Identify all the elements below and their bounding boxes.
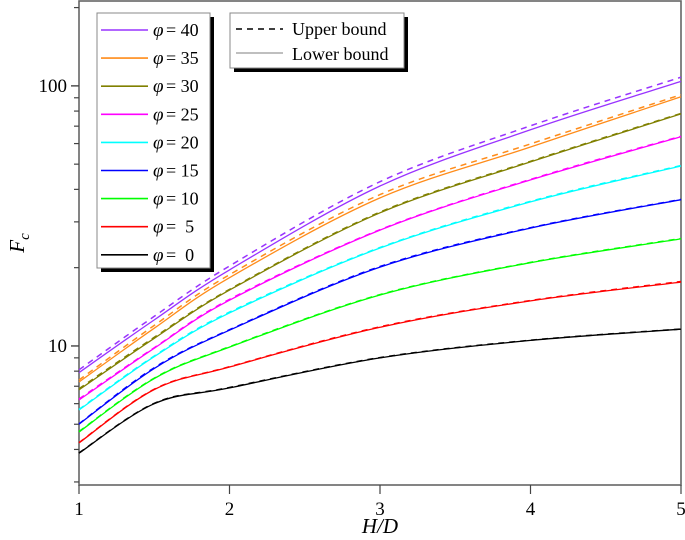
upper-bound-curve	[78, 76, 682, 371]
series-phi-25	[78, 135, 682, 401]
legend-phi-box	[96, 12, 211, 269]
upper-bound-label: Upper bound	[292, 19, 386, 39]
legend-phi-symbol: φ	[153, 161, 164, 182]
lower-bound-curve	[78, 80, 682, 374]
legend-phi-entry: φ = 25	[101, 104, 199, 125]
lower-bound-curve	[78, 96, 682, 383]
upper-bound-curve	[78, 328, 682, 454]
upper-bound-curve	[78, 237, 682, 433]
x-tick-label: 5	[676, 499, 685, 520]
upper-bound-curve	[78, 164, 682, 411]
legend-bounds-box	[229, 12, 405, 69]
legend-phi-entry: φ = 15	[101, 161, 199, 182]
legend-phi-value: = 40	[166, 20, 199, 40]
legend-phi-value: = 25	[166, 104, 199, 124]
legend-phi-symbol: φ	[153, 217, 164, 238]
y-axis-title-main: F	[5, 240, 29, 254]
legend-bounds: Upper bound Lower bound	[229, 12, 408, 72]
x-tick-label: 1	[74, 499, 84, 520]
series-phi-0	[78, 328, 682, 454]
legend-phi-value: = 10	[166, 189, 199, 209]
legend-phi-entry: φ = 35	[101, 48, 199, 69]
series-phi-10	[78, 237, 682, 433]
legend-phi-symbol: φ	[153, 189, 164, 210]
series-phi-20	[78, 164, 682, 411]
x-tick-label: 2	[225, 499, 235, 520]
legend-phi-symbol: φ	[153, 76, 164, 97]
legend-phi-entry: φ = 20	[101, 132, 199, 153]
y-axis-title-sub: c	[17, 233, 33, 240]
upper-bound-curve	[78, 93, 682, 381]
x-tick-label: 4	[526, 499, 536, 520]
y-axis: 10 100	[39, 6, 79, 483]
upper-bound-curve	[78, 112, 682, 390]
series-phi-5	[78, 280, 682, 444]
series-phi-30	[78, 112, 682, 391]
series-phi-15	[78, 198, 682, 425]
x-axis: 1 2 3 4 5	[74, 485, 685, 520]
legend-phi-value: = 20	[166, 132, 199, 152]
legend-phi-entry: φ = 40	[101, 20, 199, 41]
legend-phi-symbol: φ	[153, 245, 164, 266]
legend-phi-value: = 15	[166, 161, 199, 181]
legend-phi-value: = 0	[166, 245, 194, 265]
x-tick-label: 3	[375, 499, 385, 520]
y-tick-label: 100	[39, 76, 68, 97]
legend-phi-entry: φ = 5	[101, 217, 194, 238]
legend-phi-entry: φ = 10	[101, 189, 199, 210]
curves	[78, 76, 682, 454]
legend-phi-symbol: φ	[153, 48, 164, 69]
series-phi-40	[78, 76, 682, 374]
y-tick-label: 10	[48, 336, 67, 357]
legend-phi-value: = 5	[166, 217, 194, 237]
upper-bound-curve	[78, 198, 682, 425]
legend-phi-entry: φ = 0	[101, 245, 194, 266]
legend-phi-value: = 35	[166, 48, 199, 68]
legend-phi-value: = 30	[166, 76, 199, 96]
upper-bound-curve	[78, 280, 682, 444]
upper-bound-curve	[78, 135, 682, 400]
legend-phi-symbol: φ	[153, 20, 164, 41]
legend-phi: φ = 40φ = 35φ = 30φ = 25φ = 20φ = 15φ = 10φ = 5φ…	[96, 12, 214, 272]
y-axis-title: Fc	[5, 233, 33, 254]
legend-phi-symbol: φ	[153, 132, 164, 153]
legend-phi-symbol: φ	[153, 104, 164, 125]
svg-text:Fc: Fc	[5, 233, 33, 254]
legend-phi-entry: φ = 30	[101, 76, 199, 97]
series-phi-35	[78, 93, 682, 383]
lower-bound-label: Lower bound	[292, 44, 388, 64]
x-axis-title: H/D	[361, 514, 398, 538]
